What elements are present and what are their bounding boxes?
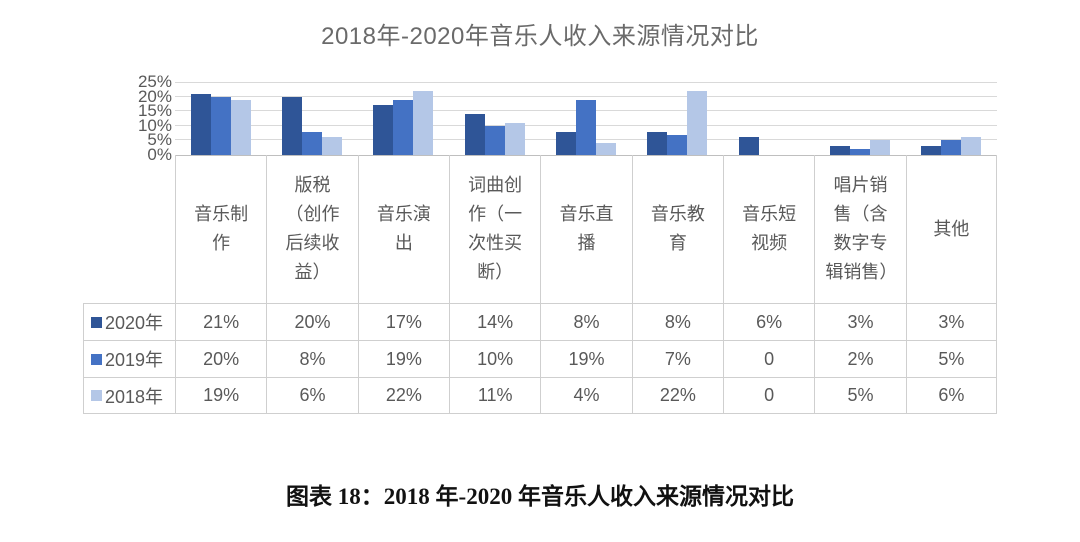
bar-2019年 bbox=[575, 99, 596, 155]
bar-2020年 bbox=[555, 131, 576, 155]
table-cell: 5% bbox=[814, 377, 906, 414]
bar-group-3 bbox=[358, 83, 449, 155]
table-cell: 8% bbox=[266, 340, 358, 377]
legend-swatch bbox=[91, 390, 102, 401]
table-cell: 6% bbox=[266, 377, 358, 414]
table-cell: 4% bbox=[540, 377, 632, 414]
bar-2018年 bbox=[321, 137, 342, 155]
bar-2018年 bbox=[961, 137, 982, 155]
table-cell: 22% bbox=[631, 377, 723, 414]
table-cell: 22% bbox=[357, 377, 449, 414]
bar-group-2 bbox=[266, 83, 357, 155]
legend-label: 2019年 bbox=[105, 350, 164, 370]
bar-2020年 bbox=[921, 146, 942, 155]
legend-cell-2020年: 2020年 bbox=[83, 303, 175, 340]
table-cell: 20% bbox=[266, 303, 358, 340]
table-cell: 0 bbox=[723, 340, 815, 377]
table-cell: 14% bbox=[449, 303, 541, 340]
bar-2019年 bbox=[941, 140, 962, 155]
column-header: 音乐短视频 bbox=[723, 155, 814, 303]
bar-2020年 bbox=[647, 131, 668, 155]
y-tick-label: 10% bbox=[137, 115, 172, 135]
bar-2019年 bbox=[301, 131, 322, 155]
column-header: 音乐直播 bbox=[540, 155, 631, 303]
table-cell: 2% bbox=[814, 340, 906, 377]
table-cell: 19% bbox=[357, 340, 449, 377]
gridline bbox=[175, 95, 997, 97]
table-cell: 17% bbox=[357, 303, 449, 340]
figure-caption: 图表 18：2018 年-2020 年音乐人收入来源情况对比 bbox=[286, 484, 794, 509]
y-tick-label: 20% bbox=[137, 86, 172, 106]
legend-swatch bbox=[91, 353, 102, 365]
bar-2020年 bbox=[738, 137, 759, 155]
chart-data-table: 音乐制作 版税（创作后续收益） 音乐演出 词曲创作（一次性买断） 音乐直播 音乐教育 音乐短… bbox=[83, 155, 997, 414]
bar-2020年 bbox=[281, 96, 302, 155]
y-tick-label: 15% bbox=[137, 101, 172, 121]
bar-group-5 bbox=[540, 83, 631, 155]
table-cell: 19% bbox=[540, 340, 632, 377]
bar-2018年 bbox=[595, 143, 616, 155]
column-header: 其他 bbox=[905, 155, 997, 303]
legend-swatch bbox=[91, 316, 102, 328]
bar-2018年 bbox=[869, 140, 890, 155]
bar-2020年 bbox=[464, 114, 485, 155]
bar-group-6 bbox=[632, 83, 723, 155]
table-cell: 5% bbox=[905, 340, 997, 377]
bar-2018年 bbox=[504, 122, 525, 155]
table-cell: 3% bbox=[814, 303, 906, 340]
bar-2018年 bbox=[687, 90, 708, 155]
y-tick-label: 25% bbox=[137, 72, 172, 91]
bar-2020年 bbox=[190, 93, 211, 155]
bar-2019年 bbox=[393, 99, 414, 155]
table-cell: 20% bbox=[175, 340, 267, 377]
column-header: 音乐演出 bbox=[357, 155, 449, 303]
bar-2019年 bbox=[484, 125, 505, 155]
table-cell: 7% bbox=[631, 340, 723, 377]
bar-group-9 bbox=[906, 83, 997, 155]
table-cell: 6% bbox=[723, 303, 815, 340]
table-corner-spacer bbox=[83, 155, 175, 303]
column-header: 音乐制作 bbox=[175, 155, 266, 303]
chart-title: 2018年-2020年音乐人收入来源情况对比 bbox=[321, 23, 759, 50]
column-header: 版税（创作后续收益） bbox=[266, 155, 357, 303]
table-cell: 21% bbox=[175, 303, 267, 340]
bar-2019年 bbox=[210, 96, 231, 155]
table-cell: 8% bbox=[631, 303, 723, 340]
column-header: 音乐教育 bbox=[631, 155, 723, 303]
y-tick-label: 0% bbox=[147, 145, 172, 164]
table-cell: 3% bbox=[905, 303, 997, 340]
bar-group-7 bbox=[723, 83, 814, 155]
bar-2018年 bbox=[230, 99, 251, 155]
bar-2019年 bbox=[667, 134, 688, 155]
table-cell: 6% bbox=[905, 377, 997, 414]
table-cell: 0 bbox=[723, 377, 815, 414]
bar-group-4 bbox=[449, 83, 540, 155]
bar-chart-plot-area bbox=[175, 82, 997, 156]
legend-cell-2019年: 2019年 bbox=[83, 340, 175, 377]
y-tick-label: 5% bbox=[147, 130, 172, 150]
table-cell: 19% bbox=[175, 377, 267, 414]
bar-2020年 bbox=[829, 146, 850, 155]
legend-cell-2018年: 2018年 bbox=[83, 377, 175, 414]
bar-2018年 bbox=[413, 90, 434, 155]
table-cell: 11% bbox=[449, 377, 541, 414]
bar-group-8 bbox=[814, 83, 905, 155]
legend-label: 2018年 bbox=[105, 386, 164, 407]
column-header: 唱片销售（含数字专辑销售） bbox=[814, 155, 905, 303]
bar-2019年 bbox=[849, 149, 870, 155]
legend-label: 2020年 bbox=[105, 313, 164, 333]
bar-group-1 bbox=[175, 83, 266, 155]
bar-2020年 bbox=[373, 105, 394, 155]
table-cell: 10% bbox=[449, 340, 541, 377]
table-cell: 8% bbox=[540, 303, 632, 340]
column-header: 词曲创作（一次性买断） bbox=[449, 155, 540, 303]
